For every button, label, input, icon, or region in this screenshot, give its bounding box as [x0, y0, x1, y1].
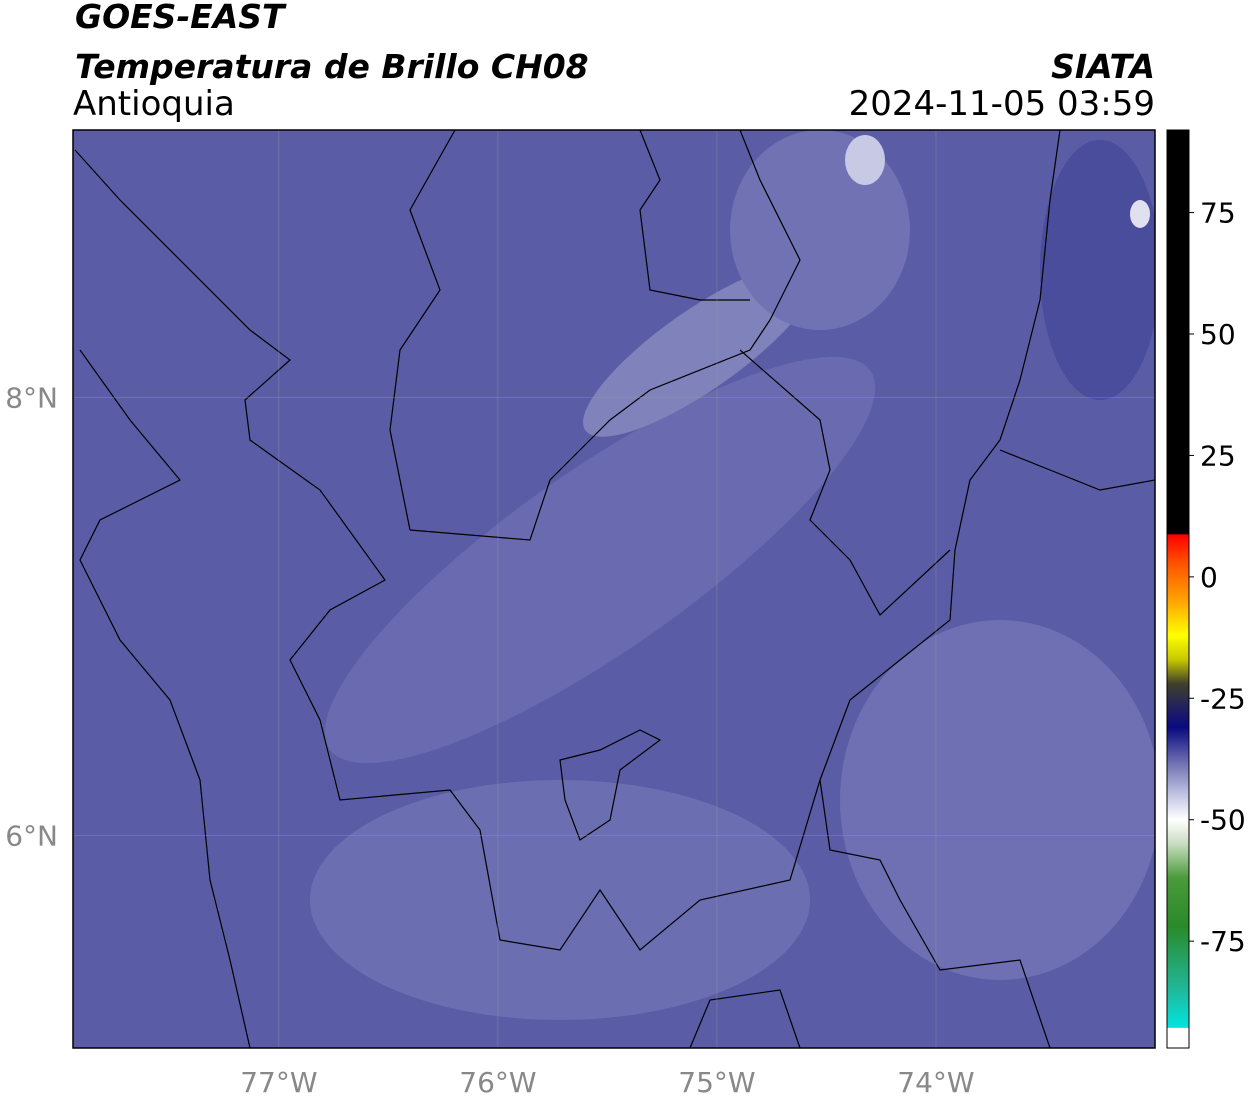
y-tick-label: 6°N — [5, 819, 58, 852]
map-frame — [72, 129, 1156, 1049]
colorbar-tick-label: -75 — [1200, 925, 1246, 958]
cloud-field — [583, 263, 817, 437]
title: GOES-EAST — [75, 0, 287, 36]
datetime: 2024-11-05 03:59 — [849, 84, 1155, 124]
boundary — [999, 449, 1155, 491]
coastline — [79, 349, 251, 1048]
colorbar-tick-label: 0 — [1200, 561, 1218, 594]
boundary — [819, 779, 1051, 1048]
colorbar-tick-label: 75 — [1200, 197, 1236, 230]
boundary — [639, 130, 750, 301]
cloud-field — [845, 135, 885, 185]
colorbar-tick-label: 25 — [1200, 439, 1236, 472]
map-field — [73, 130, 1155, 1048]
x-tick-label: 75°W — [678, 1066, 755, 1099]
cloud-field — [310, 780, 810, 1020]
colorbar-tick-label: -25 — [1200, 682, 1246, 715]
x-tick-label: 74°W — [897, 1066, 974, 1099]
cloud-field — [1040, 140, 1155, 400]
boundary — [739, 349, 951, 616]
region: Antioquia — [73, 84, 235, 124]
x-tick-label: 77°W — [240, 1066, 317, 1099]
boundary — [409, 130, 801, 541]
subtitle: Temperatura de Brillo CH08 — [75, 47, 589, 86]
cloud-field — [324, 356, 876, 764]
boundary — [559, 729, 662, 841]
y-tick-label: 8°N — [5, 381, 58, 414]
boundary — [389, 130, 456, 531]
source: SIATA — [1051, 47, 1155, 86]
colorbar-tick-label: 50 — [1200, 318, 1236, 351]
boundary — [689, 989, 801, 1048]
colorbar-tick-label: -50 — [1200, 804, 1246, 837]
boundary — [74, 130, 1061, 951]
cloud-field — [1130, 200, 1150, 228]
colorbar — [1166, 129, 1190, 1049]
cloud-field — [840, 620, 1155, 980]
x-tick-label: 76°W — [459, 1066, 536, 1099]
